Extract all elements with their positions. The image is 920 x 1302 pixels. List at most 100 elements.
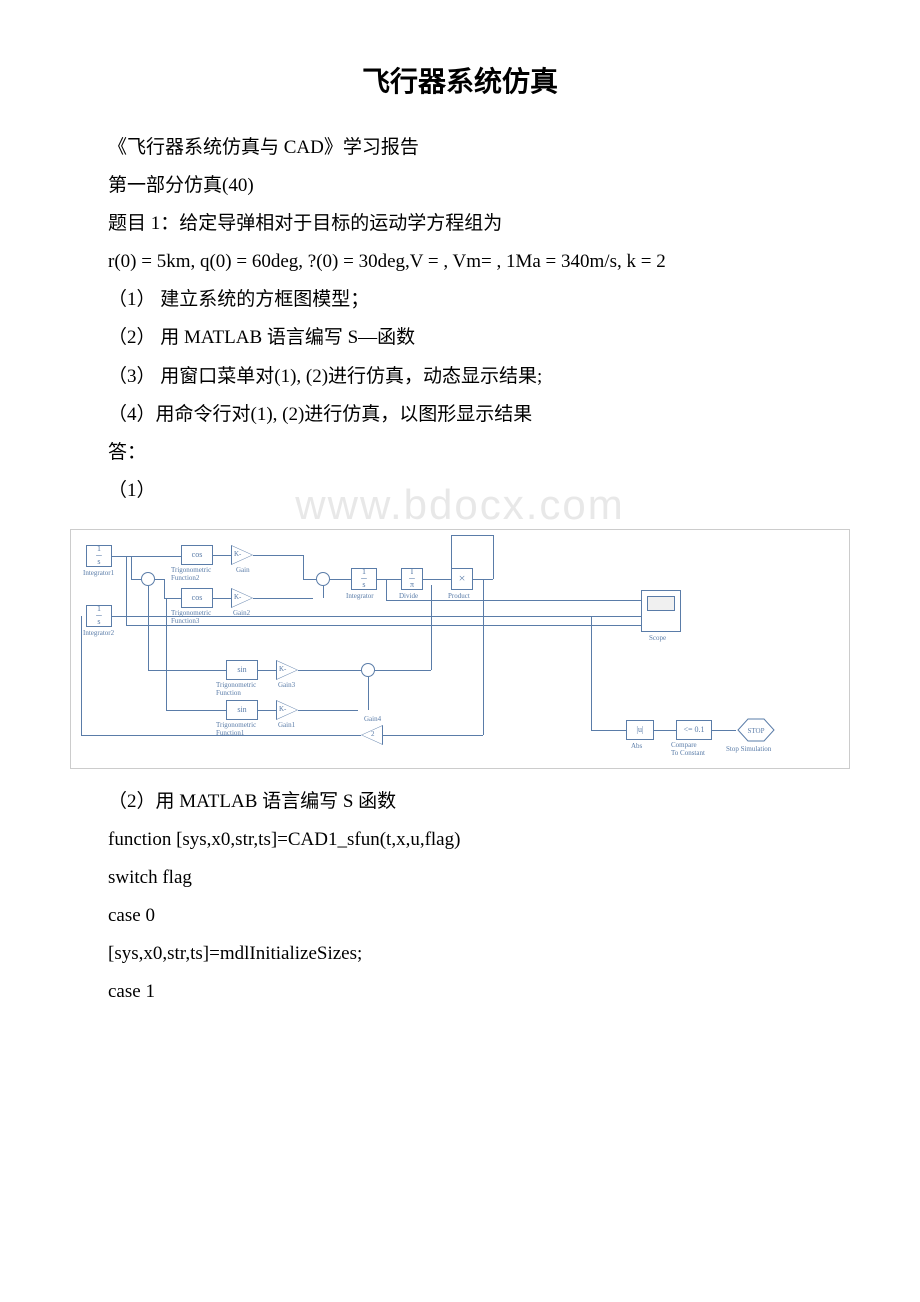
- wire: [166, 710, 226, 711]
- wire: [81, 616, 82, 735]
- wire: [159, 616, 641, 617]
- wire: [451, 535, 452, 568]
- item-1: （1） 建立系统的方框图模型；: [70, 282, 850, 318]
- wire: [258, 710, 276, 711]
- block-trig2: cos: [181, 545, 213, 565]
- wire: [451, 535, 493, 536]
- wire: [112, 556, 181, 557]
- gain3-text: K-: [279, 665, 286, 673]
- label-stop: Stop Simulation: [726, 745, 771, 753]
- document-title: 飞行器系统仿真: [70, 60, 850, 100]
- simulink-diagram: 1─s Integrator1 1─s Integrator2 cos Trig…: [70, 529, 850, 769]
- item-3: （3） 用窗口菜单对(1), (2)进行仿真，动态显示结果;: [70, 359, 850, 395]
- sum-2: [316, 572, 330, 586]
- wire: [323, 586, 324, 598]
- wire: [148, 616, 149, 670]
- label-integrator2: Integrator2: [83, 629, 114, 637]
- label-gain1: Gain1: [278, 721, 295, 729]
- subtitle: 《飞行器系统仿真与 CAD》学习报告: [70, 130, 850, 166]
- section: 第一部分仿真(40): [70, 168, 850, 204]
- wire: [712, 730, 736, 731]
- wire: [253, 598, 313, 599]
- wire: [112, 616, 159, 617]
- block-integrator2: 1─s: [86, 605, 112, 627]
- gain1-text: K-: [279, 705, 286, 713]
- wire: [131, 579, 141, 580]
- label-gain3: Gain3: [278, 681, 295, 689]
- svg-text:STOP: STOP: [748, 727, 765, 735]
- label-integrator1: Integrator1: [83, 569, 114, 577]
- wire: [330, 579, 351, 580]
- wire: [81, 735, 361, 736]
- label-gain: Gain: [236, 566, 250, 574]
- wire: [303, 579, 316, 580]
- wire: [375, 670, 431, 671]
- answer-label: 答：: [70, 435, 850, 471]
- block-integrator: 1─s: [351, 568, 377, 590]
- wire: [258, 670, 276, 671]
- wire: [483, 579, 484, 735]
- wire: [155, 579, 164, 580]
- wire: [383, 735, 483, 736]
- label-divide: Divide: [399, 592, 418, 600]
- code-line-2: switch flag: [70, 860, 850, 896]
- wire: [166, 598, 167, 710]
- wire: [131, 556, 132, 579]
- wire: [386, 579, 387, 600]
- block-trig: sin: [226, 660, 258, 680]
- code-line-3: case 0: [70, 898, 850, 934]
- label-abs: Abs: [631, 742, 642, 750]
- wire: [213, 555, 231, 556]
- code-line-5: case 1: [70, 974, 850, 1010]
- answer-2: （2）用 MATLAB 语言编写 S 函数: [70, 784, 850, 820]
- label-trig2: TrigonometricFunction2: [171, 567, 211, 582]
- block-integrator1: 1─s: [86, 545, 112, 567]
- gain-text: K-: [234, 550, 241, 558]
- item-4: （4）用命令行对(1), (2)进行仿真，以图形显示结果: [70, 397, 850, 433]
- block-stop: STOP: [736, 717, 776, 743]
- block-divide: I─π: [401, 568, 423, 590]
- problem-statement: 题目 1：给定导弹相对于目标的运动学方程组为: [70, 206, 850, 242]
- label-gain4: Gain4: [364, 715, 381, 723]
- wire: [164, 579, 165, 598]
- wire: [253, 555, 303, 556]
- block-product: ×: [451, 568, 473, 590]
- block-trig1: sin: [226, 700, 258, 720]
- wire: [377, 579, 401, 580]
- wire: [591, 730, 626, 731]
- label-trig: TrigonometricFunction: [216, 682, 256, 697]
- block-trig3: cos: [181, 588, 213, 608]
- wire: [298, 670, 361, 671]
- wire: [423, 579, 451, 580]
- sum-1: [141, 572, 155, 586]
- wire: [368, 677, 369, 710]
- label-trig3: TrigonometricFunction3: [171, 610, 211, 625]
- wire: [493, 535, 494, 579]
- wire: [126, 625, 641, 626]
- wire: [386, 600, 641, 601]
- gain4-text: 2: [371, 730, 375, 738]
- block-compare: <= 0.1: [676, 720, 712, 740]
- wire: [591, 616, 592, 730]
- wire: [298, 710, 358, 711]
- wire: [148, 586, 149, 616]
- wire: [303, 555, 304, 579]
- sum-3: [361, 663, 375, 677]
- wire: [431, 585, 432, 670]
- wire: [148, 670, 226, 671]
- label-scope: Scope: [649, 634, 666, 642]
- wire: [213, 598, 231, 599]
- block-scope: [641, 590, 681, 632]
- answer-1: （1）: [70, 473, 850, 509]
- code-line-4: [sys,x0,str,ts]=mdlInitializeSizes;: [70, 936, 850, 972]
- block-abs: |u|: [626, 720, 654, 740]
- code-line-1: function [sys,x0,str,ts]=CAD1_sfun(t,x,u…: [70, 822, 850, 858]
- wire: [654, 730, 676, 731]
- initial-conditions: r(0) = 5km, q(0) = 60deg, ?(0) = 30deg,V…: [70, 244, 850, 280]
- wire: [126, 556, 127, 625]
- label-product: Product: [448, 592, 470, 600]
- label-integrator: Integrator: [346, 592, 374, 600]
- label-compare: CompareTo Constant: [671, 742, 705, 757]
- gain2-text: K-: [234, 593, 241, 601]
- item-2: （2） 用 MATLAB 语言编写 S—函数: [70, 320, 850, 356]
